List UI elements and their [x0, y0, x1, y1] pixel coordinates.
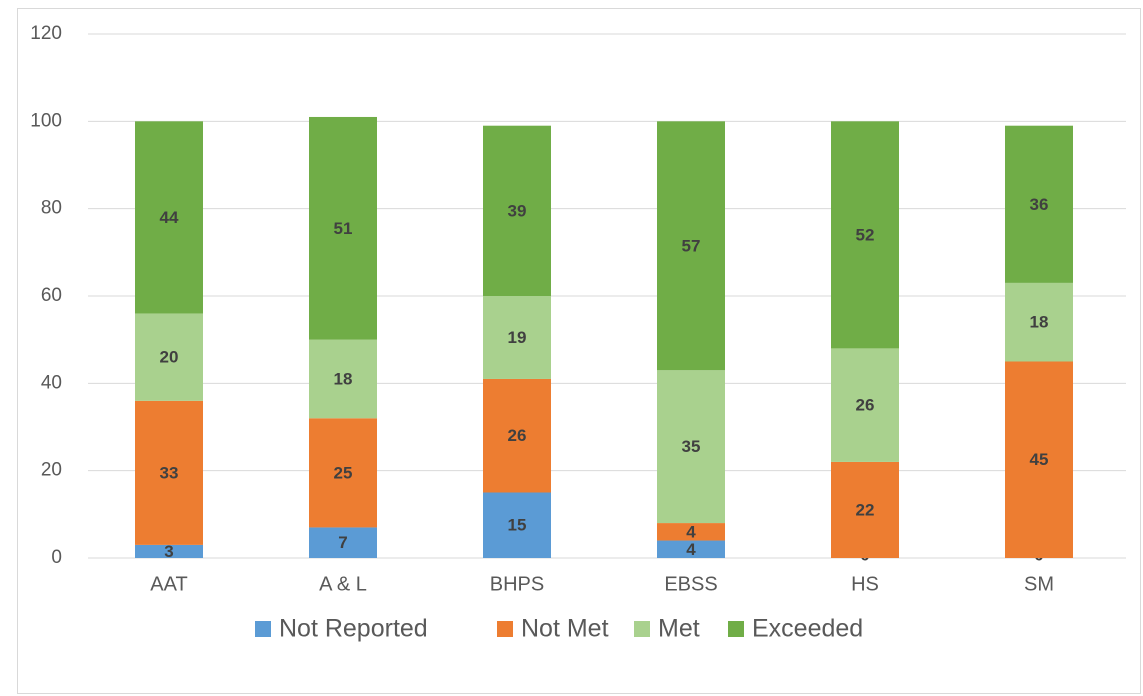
- x-tick-label: A & L: [319, 573, 367, 595]
- y-tick-label: 100: [30, 110, 62, 131]
- x-tick-label: SM: [1024, 573, 1054, 595]
- data-label: 19: [508, 328, 527, 347]
- bar-segment: [1005, 361, 1073, 558]
- bar-segment: [309, 116, 377, 340]
- legend-label: Exceeded: [752, 615, 863, 643]
- x-tick-label: AAT: [150, 573, 187, 595]
- bar-segment: [657, 121, 725, 371]
- data-label: 22: [856, 500, 875, 519]
- data-label: 18: [334, 369, 353, 388]
- y-tick-label: 20: [41, 460, 62, 481]
- bar-segment: [831, 348, 899, 462]
- data-label: 4: [686, 522, 696, 541]
- bar-segment: [135, 313, 203, 401]
- legend-swatch: [634, 621, 650, 637]
- data-label: 36: [1030, 195, 1049, 214]
- bar-segment: [1005, 282, 1073, 362]
- bar-segment: [483, 492, 551, 558]
- bar-segment: [657, 523, 725, 541]
- bar-segment: [135, 400, 203, 545]
- data-label: 3: [164, 542, 173, 561]
- data-label: 51: [334, 219, 353, 238]
- data-label: 57: [682, 236, 701, 255]
- y-tick-label: 80: [41, 198, 62, 219]
- y-tick-label: 60: [41, 285, 62, 306]
- data-label: 26: [856, 396, 875, 415]
- data-label: 15: [508, 516, 527, 535]
- bar-segment: [831, 461, 899, 558]
- legend-swatch: [728, 621, 744, 637]
- data-label: 18: [1030, 313, 1049, 332]
- bar-segment: [657, 370, 725, 524]
- legend-swatch: [497, 621, 513, 637]
- legend-label: Not Met: [521, 615, 609, 643]
- bar-segment: [309, 418, 377, 528]
- data-label: 26: [508, 426, 527, 445]
- data-label: 33: [160, 463, 179, 482]
- bar-segment: [831, 121, 899, 349]
- y-tick-label: 0: [51, 547, 62, 568]
- bar-segment: [483, 378, 551, 493]
- data-label: 25: [334, 463, 353, 482]
- bar-segment: [135, 544, 203, 558]
- x-tick-label: BHPS: [490, 573, 544, 595]
- data-label: 4: [686, 540, 696, 559]
- legend-swatch: [255, 621, 271, 637]
- bar-segment: [135, 121, 203, 314]
- bar-segment: [1005, 125, 1073, 283]
- data-label: 7: [338, 533, 347, 552]
- y-tick-label: 120: [30, 23, 62, 44]
- bar-segment: [483, 296, 551, 379]
- data-label: 35: [682, 437, 701, 456]
- data-label: 45: [1030, 450, 1049, 469]
- y-tick-label: 40: [41, 372, 62, 393]
- legend-label: Not Reported: [279, 615, 428, 643]
- data-label: 52: [856, 225, 875, 244]
- legend-label: Met: [658, 615, 700, 643]
- data-label: 44: [160, 208, 179, 227]
- chart-frame: [17, 8, 1141, 694]
- bar-segment: [309, 527, 377, 558]
- data-label: 20: [160, 348, 179, 367]
- x-tick-label: HS: [851, 573, 879, 595]
- x-tick-label: EBSS: [664, 573, 717, 595]
- bar-segment: [483, 125, 551, 296]
- data-label: 39: [508, 201, 527, 220]
- bar-segment: [309, 339, 377, 419]
- bar-segment: [657, 540, 725, 558]
